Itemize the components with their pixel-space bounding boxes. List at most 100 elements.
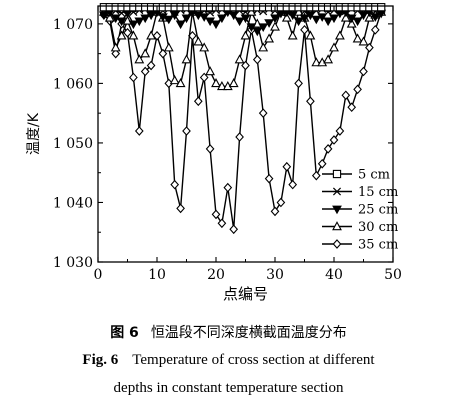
point-35cm-13 bbox=[170, 179, 180, 190]
point-30cm-28 bbox=[258, 42, 269, 52]
point-35cm-15 bbox=[182, 126, 191, 136]
point-35cm-32 bbox=[282, 161, 292, 172]
point-25cm-8 bbox=[140, 14, 151, 24]
point-35cm-23 bbox=[229, 224, 239, 235]
point-35cm-8 bbox=[140, 66, 150, 77]
point-30cm-37 bbox=[311, 57, 322, 67]
point-30cm-43 bbox=[346, 18, 357, 28]
point-30cm-15 bbox=[181, 54, 192, 64]
point-35cm-46 bbox=[365, 42, 374, 53]
point-35cm-28 bbox=[258, 108, 268, 118]
point-35cm-9 bbox=[146, 60, 156, 71]
point-30cm-6 bbox=[128, 30, 139, 40]
series-35cm bbox=[99, 7, 386, 235]
point-30cm-3 bbox=[110, 42, 121, 52]
legend-label-15cm: 15 cm bbox=[358, 185, 398, 200]
axes: 0 10 20 30 40 50 1 030 1 040 1 050 1 060 1 070 点编号 温… bbox=[26, 5, 402, 303]
point-30cm-40 bbox=[329, 42, 339, 52]
legend-marker-15cm bbox=[332, 187, 342, 196]
caption-english-line-1: Fig. 6 Temperature of cross section at di… bbox=[0, 352, 457, 369]
point-35cm-29 bbox=[264, 173, 274, 184]
point-35cm-17 bbox=[193, 96, 203, 107]
point-30cm-44 bbox=[352, 33, 363, 43]
temperature-chart: 0 10 20 30 40 50 1 030 1 040 1 050 1 060 1 070 点编号 温… bbox=[26, 3, 402, 303]
legend-entry-30cm: 30 cm bbox=[322, 220, 398, 235]
point-25cm-29 bbox=[264, 19, 274, 28]
legend-entry-35cm: 35 cm bbox=[322, 238, 398, 253]
y-tick-label-1060: 1 060 bbox=[53, 76, 93, 92]
series-line-35cm bbox=[103, 11, 382, 230]
y-tick-label-1030: 1 030 bbox=[53, 255, 93, 271]
point-35cm-36 bbox=[306, 96, 315, 107]
point-25cm-39 bbox=[323, 17, 333, 27]
legend-marker-5cm bbox=[332, 169, 342, 179]
point-35cm-19 bbox=[205, 144, 215, 154]
point-25cm-34 bbox=[293, 17, 304, 27]
legend-marker-30cm bbox=[332, 221, 342, 231]
point-30cm-27 bbox=[252, 18, 263, 28]
point-25cm-44 bbox=[352, 17, 363, 27]
point-35cm-38 bbox=[317, 158, 327, 169]
x-tick-label-0: 0 bbox=[94, 267, 103, 283]
caption-en-line-1-text: Temperature of cross section at differen… bbox=[132, 352, 375, 368]
point-30cm-9 bbox=[146, 30, 157, 40]
legend-entry-15cm: 15 cm bbox=[322, 185, 398, 200]
y-axis-label: 温度/K bbox=[26, 112, 42, 155]
point-30cm-24 bbox=[234, 54, 245, 64]
point-30cm-18 bbox=[199, 42, 210, 52]
point-25cm-24 bbox=[234, 17, 245, 27]
x-tick-label-50: 50 bbox=[384, 267, 402, 283]
point-25cm-38 bbox=[317, 13, 328, 22]
point-25cm-4 bbox=[116, 17, 127, 27]
x-tick-label-30: 30 bbox=[266, 267, 284, 283]
point-25cm-12 bbox=[163, 15, 174, 25]
point-30cm-32 bbox=[281, 12, 292, 22]
point-25cm-30 bbox=[270, 14, 280, 24]
point-35cm-37 bbox=[311, 170, 321, 181]
x-tick-label-10: 10 bbox=[148, 267, 166, 283]
point-35cm-24 bbox=[235, 132, 244, 142]
point-30cm-41 bbox=[334, 30, 345, 40]
point-35cm-10 bbox=[152, 30, 162, 41]
point-35cm-11 bbox=[158, 48, 168, 59]
point-30cm-29 bbox=[264, 33, 275, 43]
point-25cm-7 bbox=[134, 17, 145, 27]
point-35cm-45 bbox=[359, 66, 368, 77]
point-30cm-36 bbox=[305, 30, 316, 40]
point-25cm-14 bbox=[175, 20, 186, 30]
point-25cm-37 bbox=[311, 15, 322, 25]
point-35cm-35 bbox=[300, 24, 309, 35]
point-30cm-45 bbox=[358, 36, 369, 46]
point-35cm-40 bbox=[329, 135, 339, 145]
x-axis-label: 点编号 bbox=[223, 285, 268, 303]
point-35cm-30 bbox=[270, 206, 280, 217]
point-30cm-23 bbox=[228, 78, 239, 88]
point-35cm-21 bbox=[217, 218, 227, 229]
point-30cm-14 bbox=[175, 78, 186, 88]
point-35cm-34 bbox=[294, 78, 303, 89]
point-30cm-8 bbox=[140, 48, 151, 58]
point-5cm-48 bbox=[377, 3, 386, 12]
point-35cm-47 bbox=[370, 24, 380, 35]
caption-chinese: 图 6 恒温段不同深度横截面温度分布 bbox=[0, 322, 457, 342]
point-25cm-21 bbox=[217, 14, 227, 24]
point-35cm-44 bbox=[353, 84, 362, 95]
caption-en-fig-number: Fig. 6 bbox=[82, 352, 119, 368]
point-35cm-7 bbox=[134, 126, 144, 136]
plot-frame bbox=[97, 5, 394, 263]
legend: 5 cm 15 cm 25 cm 30 cm 35 cm bbox=[322, 168, 398, 253]
point-30cm-21 bbox=[216, 81, 227, 91]
point-25cm-26 bbox=[246, 23, 257, 33]
legend-marker-25cm bbox=[332, 205, 342, 215]
point-25cm-35 bbox=[299, 14, 310, 24]
point-35cm-22 bbox=[223, 182, 233, 193]
legend-label-25cm: 25 cm bbox=[358, 203, 398, 218]
plot-area bbox=[98, 3, 387, 235]
point-35cm-20 bbox=[211, 209, 221, 220]
point-30cm-19 bbox=[205, 66, 216, 76]
point-35cm-5 bbox=[123, 27, 132, 38]
point-35cm-39 bbox=[323, 144, 333, 154]
point-25cm-28 bbox=[258, 23, 269, 33]
caption-cn-text: 恒温段不同深度横截面温度分布 bbox=[150, 325, 347, 341]
point-30cm-42 bbox=[340, 12, 351, 22]
